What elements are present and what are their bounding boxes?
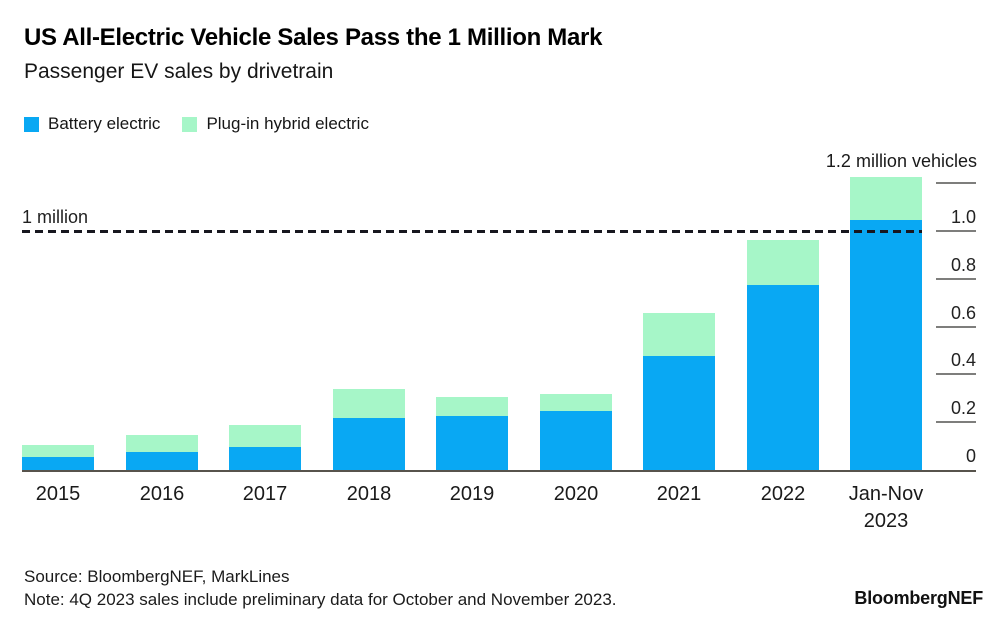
x-axis-baseline: [22, 470, 976, 472]
segment-plug-in-hybrid: [643, 313, 715, 356]
segment-plug-in-hybrid: [333, 389, 405, 418]
y-axis-tick-label: 1.0: [950, 207, 976, 227]
bar-2017: [229, 425, 301, 471]
x-axis-label-line: Jan-Nov: [848, 483, 924, 505]
one-million-label: 1 million: [22, 207, 89, 227]
bar-2021: [643, 313, 715, 471]
x-axis-label-line: 2021: [656, 483, 702, 505]
y-axis-tick-label: 0: [965, 446, 976, 466]
bar-2019: [436, 397, 508, 471]
legend-label: Battery electric: [48, 114, 161, 133]
segment-battery-electric: [229, 447, 301, 471]
bloombergnef-logo: BloombergNEF: [854, 588, 983, 608]
legend-item-plugin-hybrid: Plug-in hybrid electric: [182, 114, 369, 134]
x-axis-label: 2016: [97, 481, 227, 508]
segment-battery-electric: [540, 411, 612, 471]
legend-label: Plug-in hybrid electric: [206, 114, 369, 133]
segment-battery-electric: [436, 416, 508, 471]
segment-plug-in-hybrid: [540, 394, 612, 411]
x-axis-label: 2015: [0, 481, 123, 508]
y-axis-tick: [936, 277, 976, 280]
segment-battery-electric: [126, 452, 198, 471]
legend: Battery electric Plug-in hybrid electric: [24, 114, 369, 134]
segment-battery-electric: [333, 418, 405, 471]
x-axis-label: 2021: [614, 481, 744, 508]
segment-battery-electric: [22, 457, 94, 471]
y-axis-tick: [936, 325, 976, 328]
segment-plug-in-hybrid: [436, 397, 508, 416]
x-axis-label-line: 2020: [553, 483, 599, 505]
y-axis-tick: [936, 182, 976, 185]
x-axis-label: 2020: [511, 481, 641, 508]
y-axis-tick: [936, 421, 976, 424]
segment-battery-electric: [850, 220, 922, 471]
x-axis-label-line: 2016: [139, 483, 185, 505]
bar-2016: [126, 435, 198, 471]
y-axis-tick: [936, 230, 976, 232]
x-axis-label: 2022: [718, 481, 848, 508]
segment-plug-in-hybrid: [22, 445, 94, 457]
segment-battery-electric: [643, 356, 715, 471]
y-axis-tick-label: 0.2: [950, 398, 976, 419]
y-axis-tick-label: 0.6: [950, 302, 976, 323]
bar-jan-nov-2023: [850, 177, 922, 471]
x-axis-label-line: 2023: [863, 510, 909, 532]
x-axis-label-line: 2018: [346, 483, 392, 505]
note-text: Note: 4Q 2023 sales include preliminary …: [24, 590, 617, 609]
x-axis-label: Jan-Nov 2023: [821, 481, 951, 535]
y-axis-tick: [936, 373, 976, 376]
x-axis-label-line: 2017: [242, 483, 288, 505]
bar-2022: [747, 240, 819, 471]
x-axis-label-line: 2015: [35, 483, 81, 505]
y-axis-top-label: 1.2 million vehicles: [825, 151, 977, 171]
x-axis-label: 2019: [407, 481, 537, 508]
bar-2020: [540, 394, 612, 471]
segment-plug-in-hybrid: [229, 425, 301, 447]
x-axis-label: 2017: [200, 481, 330, 508]
battery-electric-swatch-icon: [24, 116, 39, 132]
segment-plug-in-hybrid: [747, 240, 819, 285]
y-axis-tick-label: 0.4: [950, 350, 976, 371]
x-axis-label: 2018: [304, 481, 434, 508]
x-axis-label-line: 2019: [449, 483, 495, 505]
y-axis-tick-label: 0.8: [950, 254, 976, 275]
plugin-hybrid-swatch-icon: [182, 116, 198, 132]
bar-2015: [22, 445, 94, 471]
chart-title: US All-Electric Vehicle Sales Pass the 1…: [24, 24, 603, 51]
source-text: Source: BloombergNEF, MarkLines: [24, 567, 290, 586]
segment-plug-in-hybrid: [850, 177, 922, 220]
legend-item-battery-electric: Battery electric: [24, 114, 160, 134]
segment-battery-electric: [747, 285, 819, 471]
segment-plug-in-hybrid: [126, 435, 198, 452]
chart-subtitle: Passenger EV sales by drivetrain: [24, 60, 334, 83]
x-axis-label-line: 2022: [760, 483, 806, 505]
one-million-reference-line: [22, 230, 922, 233]
bar-2018: [333, 389, 405, 471]
